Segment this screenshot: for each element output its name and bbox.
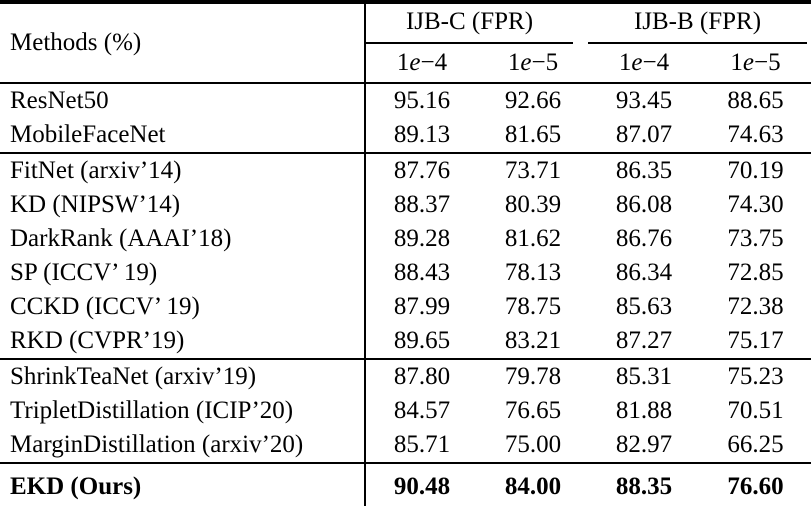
metric-value: 72.85 (727, 259, 784, 286)
method-name: EKD (Ours) (0, 463, 366, 506)
metric-value: 88.65 (727, 87, 784, 114)
metric-value: 85.63 (615, 293, 673, 320)
metric-value: 76.65 (504, 397, 562, 424)
method-name: FitNet (arxiv’14) (0, 153, 366, 188)
metric-value: 74.30 (727, 191, 784, 218)
metric-value: 85.71 (365, 428, 478, 464)
table-row: FitNet (arxiv’14) 87.76 73.71 86.35 70.1… (0, 153, 811, 188)
metric-value: 80.39 (504, 191, 562, 218)
table-row-ours: EKD (Ours) 90.48 84.00 88.35 76.60 (0, 463, 811, 506)
metric-value: 72.38 (727, 293, 784, 320)
metric-value: 81.65 (478, 118, 588, 154)
metric-value: 95.16 (393, 87, 451, 114)
fpr-header-ijbb-1e5: 1e−5 (700, 44, 811, 84)
method-name: TripletDistillation (ICIP’20) (0, 394, 366, 428)
metric-value: 66.25 (700, 428, 811, 464)
metric-value: 78.13 (504, 259, 562, 286)
metric-value: 75.17 (700, 324, 811, 360)
table-row: SP (ICCV’ 19) 88.43 78.13 86.34 72.85 (0, 256, 811, 290)
metric-value: 75.00 (478, 428, 588, 464)
metric-value: 86.76 (615, 225, 673, 252)
method-name: SP (ICCV’ 19) (0, 256, 366, 290)
metric-value: 87.76 (393, 157, 451, 184)
header-row-fpr: 1e−4 1e−5 1e−4 1e−5 (0, 44, 811, 84)
metric-value: 89.28 (393, 225, 451, 252)
metric-value: 73.71 (504, 157, 562, 184)
metric-value: 73.75 (727, 225, 784, 252)
group-header-ijbc-label: IJB-C (FPR) (366, 5, 573, 44)
metric-value: 89.13 (365, 118, 478, 154)
metric-value: 87.99 (393, 293, 451, 320)
metric-value: 83.21 (478, 324, 588, 360)
metric-value: 75.23 (727, 363, 784, 390)
method-name: MobileFaceNet (0, 118, 366, 154)
method-name: DarkRank (AAAI’18) (0, 222, 366, 256)
table-row: DarkRank (AAAI’18) 89.28 81.62 86.76 73.… (0, 222, 811, 256)
table-row: MarginDistillation (arxiv’20) 85.71 75.0… (0, 428, 811, 464)
metric-value: 90.48 (393, 472, 451, 500)
metric-value: 81.88 (615, 397, 673, 424)
group-header-ijbb: IJB-B (FPR) (588, 2, 811, 44)
metric-value: 93.45 (615, 87, 673, 114)
metric-value: 88.35 (615, 472, 673, 500)
metric-value: 86.08 (615, 191, 673, 218)
metric-value: 88.43 (393, 259, 451, 286)
metric-value: 84.00 (504, 472, 562, 500)
method-name: ResNet50 (0, 83, 366, 118)
metric-value: 87.07 (588, 118, 700, 154)
metric-value: 81.62 (504, 225, 562, 252)
metric-value: 92.66 (504, 87, 562, 114)
table-row: MobileFaceNet 89.13 81.65 87.07 74.63 (0, 118, 811, 154)
method-name: MarginDistillation (arxiv’20) (0, 428, 366, 464)
method-name: ShrinkTeaNet (arxiv’19) (0, 359, 366, 394)
methods-column-header: Methods (%) (0, 2, 366, 84)
metric-value: 85.31 (615, 363, 673, 390)
metric-value: 86.34 (615, 259, 673, 286)
metric-value: 78.75 (504, 293, 562, 320)
metric-value: 88.37 (393, 191, 451, 218)
metric-value: 76.60 (727, 472, 784, 500)
method-name: CCKD (ICCV’ 19) (0, 290, 366, 324)
table-row: RKD (CVPR’19) 89.65 83.21 87.27 75.17 (0, 324, 811, 360)
group-header-ijbc: IJB-C (FPR) (365, 2, 588, 44)
metric-value: 74.63 (700, 118, 811, 154)
metric-value: 84.57 (393, 397, 451, 424)
table-row: KD (NIPSW’14) 88.37 80.39 86.08 74.30 (0, 188, 811, 222)
fpr-header-ijbc-1e5: 1e−5 (478, 44, 588, 84)
metric-value: 82.97 (588, 428, 700, 464)
metric-value: 70.51 (727, 397, 784, 424)
fpr-header-ijbc-1e4: 1e−4 (365, 44, 478, 84)
table-row: ShrinkTeaNet (arxiv’19) 87.80 79.78 85.3… (0, 359, 811, 394)
group-header-ijbb-label: IJB-B (FPR) (588, 5, 807, 44)
method-name: RKD (CVPR’19) (0, 324, 366, 360)
table-row: CCKD (ICCV’ 19) 87.99 78.75 85.63 72.38 (0, 290, 811, 324)
table-row: ResNet50 95.16 92.66 93.45 88.65 (0, 83, 811, 118)
fpr-header-ijbb-1e4: 1e−4 (588, 44, 700, 84)
table-row: TripletDistillation (ICIP’20) 84.57 76.6… (0, 394, 811, 428)
method-name: KD (NIPSW’14) (0, 188, 366, 222)
metric-value: 86.35 (615, 157, 673, 184)
metric-value: 79.78 (504, 363, 562, 390)
metric-value: 87.27 (588, 324, 700, 360)
metric-value: 70.19 (727, 157, 784, 184)
metric-value: 87.80 (393, 363, 451, 390)
header-row-groups: Methods (%) IJB-C (FPR) IJB-B (FPR) (0, 2, 811, 84)
metric-value: 89.65 (365, 324, 478, 360)
